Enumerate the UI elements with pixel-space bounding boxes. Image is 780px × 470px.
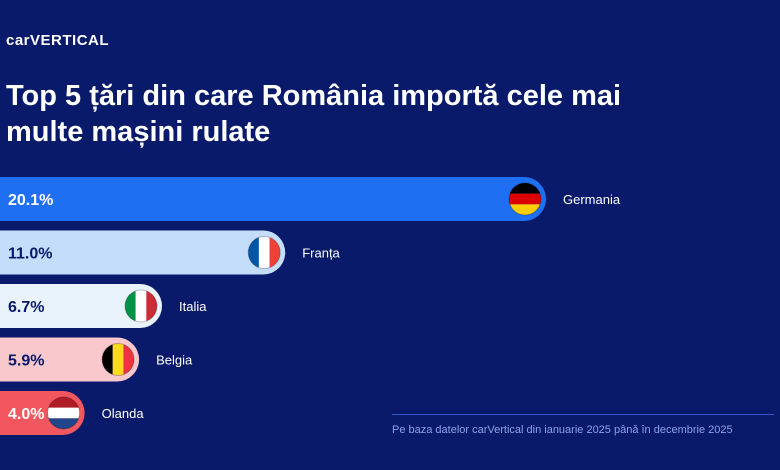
bar — [0, 177, 546, 221]
bar-value-label: 6.7% — [8, 299, 44, 316]
bar — [0, 284, 162, 328]
netherlands-flag-icon — [47, 397, 80, 429]
bar-category-label: Italia — [179, 299, 207, 314]
bar-value-label: 5.9% — [8, 353, 44, 370]
bar-category-label: Germania — [563, 192, 621, 207]
bar-row-belgia: 5.9% Belgia — [0, 337, 193, 382]
bar-category-label: Franța — [302, 246, 340, 261]
bar-value-label: 4.0% — [8, 406, 44, 423]
bar-value-label: 11.0% — [8, 246, 52, 263]
italy-flag-icon — [125, 290, 157, 322]
bar-row-germania: 20.1% Germania — [0, 177, 621, 221]
belgium-flag-icon — [102, 343, 135, 376]
bar-row-olanda: 4.0% Olanda — [0, 391, 144, 435]
bar — [0, 230, 286, 275]
footer-divider — [392, 414, 774, 415]
page-title: Top 5 țări din care România importă cele… — [6, 80, 622, 148]
france-flag-icon — [248, 236, 281, 269]
germany-flag-icon — [509, 183, 541, 215]
bar-category-label: Belgia — [156, 353, 193, 368]
bar-category-label: Olanda — [102, 406, 145, 421]
bar-value-label: 20.1% — [8, 192, 53, 209]
bar-row-italia: 6.7% Italia — [0, 284, 207, 328]
footer-note: Pe baza datelor carVertical din ianuarie… — [392, 424, 733, 436]
carvertical-logo: carVERTICAL — [6, 32, 110, 49]
bar — [0, 337, 140, 382]
bar-row-franța: 11.0% Franța — [0, 230, 341, 275]
